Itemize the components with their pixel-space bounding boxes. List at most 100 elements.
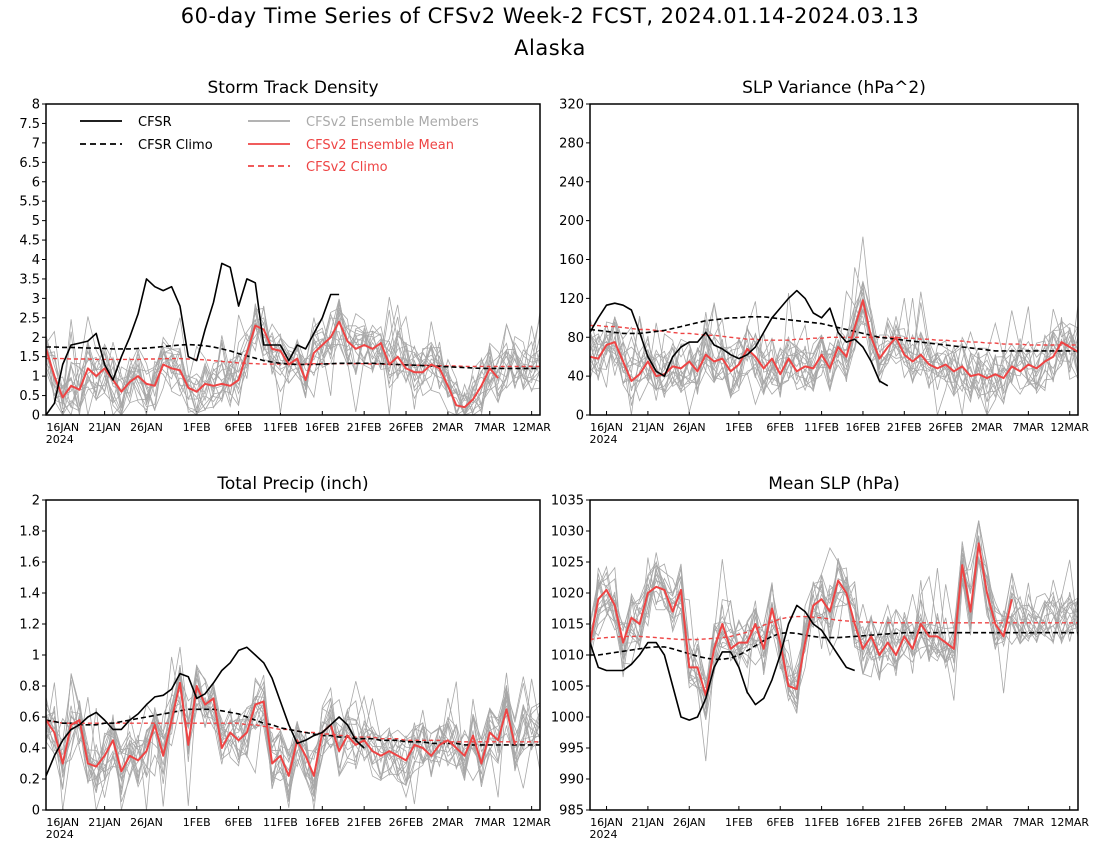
x-tick-label: 12MAR — [512, 816, 551, 829]
x-tick-label: 11FEB — [263, 421, 298, 434]
chart-3: Total Precip (inch) 0 0.2 0.4 0.6 0.8 1 1.2 1.4 1… — [19, 474, 551, 841]
cfsv2-climo-line — [590, 324, 1078, 346]
ensemble-member-line — [46, 682, 540, 810]
x-tick-label: 16JAN — [590, 816, 623, 829]
legend-label: CFSv2 Ensemble Members — [306, 115, 479, 130]
x-tick-label: 26FEB — [389, 816, 424, 829]
cfsr-climo-line — [46, 708, 540, 746]
year-label: 2024 — [590, 828, 618, 841]
y-tick-label: 1020 — [551, 587, 584, 602]
y-tick-label: 280 — [559, 136, 584, 151]
legend: CFSR CFSR Climo CFSv2 Ensemble Members CFSv… — [80, 115, 479, 175]
legend-label: CFSv2 Ensemble Mean — [306, 138, 454, 153]
y-tick-label: 4 — [32, 253, 40, 268]
y-tick-label: 1025 — [551, 556, 584, 571]
ensemble-member-line — [590, 296, 1078, 415]
ensemble-member-line — [590, 520, 1078, 689]
ensemble-member-line — [46, 313, 540, 415]
x-tick-label: 6FEB — [766, 421, 794, 434]
y-tick-label: 990 — [559, 773, 584, 788]
y-tick-label: 200 — [559, 214, 584, 229]
plot-frame — [45, 103, 541, 416]
x-tick-label: 11FEB — [804, 421, 839, 434]
x-tick-label: 26FEB — [389, 421, 424, 434]
x-tick-label: 21JAN — [631, 421, 664, 434]
x-tick-label: 16FEB — [846, 421, 881, 434]
y-tick-label: 0 — [32, 409, 40, 424]
cfsr-climo-line — [590, 315, 1078, 352]
y-tick-label: 1.8 — [19, 525, 40, 540]
y-tick-label: 120 — [559, 292, 584, 307]
y-tick-label: 0.5 — [19, 389, 40, 404]
x-tick-label: 21FEB — [887, 421, 922, 434]
x-tick-label: 2MAR — [432, 816, 464, 829]
y-tick-label: 1.4 — [19, 587, 40, 602]
ensemble-member-line — [590, 540, 1078, 762]
ensemble-mean-line — [46, 320, 499, 409]
x-tick-label: 11FEB — [263, 816, 298, 829]
x-tick-label: 16JAN — [46, 421, 79, 434]
page-subtitle: Alaska — [514, 36, 586, 60]
y-tick-label: 995 — [559, 742, 584, 757]
y-tick-label: 3.5 — [19, 272, 40, 287]
plot-frame — [589, 103, 1079, 416]
plot-frame — [589, 499, 1079, 811]
y-tick-label: 1.2 — [19, 618, 40, 633]
ensemble-member-line — [46, 666, 540, 807]
x-tick-label: 7MAR — [474, 816, 506, 829]
y-tick-label: 2 — [32, 494, 40, 509]
y-tick-label: 0.6 — [19, 711, 40, 726]
ensemble-member-line — [590, 307, 1078, 415]
x-tick-label: 26JAN — [130, 816, 163, 829]
legend-label: CFSv2 Climo — [306, 160, 388, 175]
y-tick-label: 7 — [32, 136, 40, 151]
y-tick-label: 6 — [32, 175, 40, 190]
y-tick-label: 7.5 — [19, 117, 40, 132]
y-tick-label: 3 — [32, 292, 40, 307]
x-tick-label: 2MAR — [971, 421, 1003, 434]
ensemble-member-line — [590, 309, 1078, 403]
y-tick-label: 320 — [559, 98, 584, 113]
x-tick-label: 7MAR — [474, 421, 506, 434]
x-tick-label: 2MAR — [432, 421, 464, 434]
y-tick-label: 5.5 — [19, 195, 40, 210]
x-tick-label: 26JAN — [673, 421, 706, 434]
ensemble-member-line — [590, 520, 1078, 720]
y-tick-label: 1 — [32, 649, 40, 664]
y-tick-label: 0 — [576, 409, 584, 424]
ensemble-mean-line — [590, 542, 1013, 697]
x-tick-label: 12MAR — [1050, 816, 1089, 829]
page-title: 60-day Time Series of CFSv2 Week-2 FCST,… — [180, 4, 920, 28]
ensemble-member-line — [590, 236, 1078, 404]
x-tick-label: 21FEB — [347, 816, 382, 829]
year-label: 2024 — [590, 433, 618, 446]
x-tick-label: 16FEB — [305, 816, 340, 829]
y-tick-label: 6.5 — [19, 156, 40, 171]
x-tick-label: 16JAN — [590, 421, 623, 434]
x-tick-label: 1FEB — [725, 421, 753, 434]
x-tick-label: 1FEB — [183, 421, 211, 434]
year-label: 2024 — [46, 828, 74, 841]
ensemble-mean-line — [46, 681, 516, 777]
x-tick-label: 21JAN — [631, 816, 664, 829]
legend-ensemble-mean: CFSv2 Ensemble Mean — [248, 138, 454, 153]
legend-label: CFSR — [138, 115, 172, 130]
ensemble-mean-line — [590, 299, 1078, 382]
y-tick-label: 1035 — [551, 494, 584, 509]
x-tick-label: 21FEB — [887, 816, 922, 829]
x-tick-label: 26JAN — [673, 816, 706, 829]
y-tick-label: 1000 — [551, 711, 584, 726]
year-label: 2024 — [46, 433, 74, 446]
y-tick-label: 1.5 — [19, 350, 40, 365]
x-tick-label: 26FEB — [928, 421, 963, 434]
chart-title: Total Precip (inch) — [216, 474, 368, 494]
x-tick-label: 21FEB — [347, 421, 382, 434]
x-tick-label: 21JAN — [88, 421, 121, 434]
x-tick-label: 12MAR — [512, 421, 551, 434]
ensemble-member-line — [46, 670, 540, 808]
cfsr-line — [590, 289, 889, 387]
y-tick-label: 2 — [32, 331, 40, 346]
legend-cfsr-climo: CFSR Climo — [80, 138, 213, 153]
y-tick-label: 985 — [559, 804, 584, 819]
y-tick-label: 0 — [32, 804, 40, 819]
